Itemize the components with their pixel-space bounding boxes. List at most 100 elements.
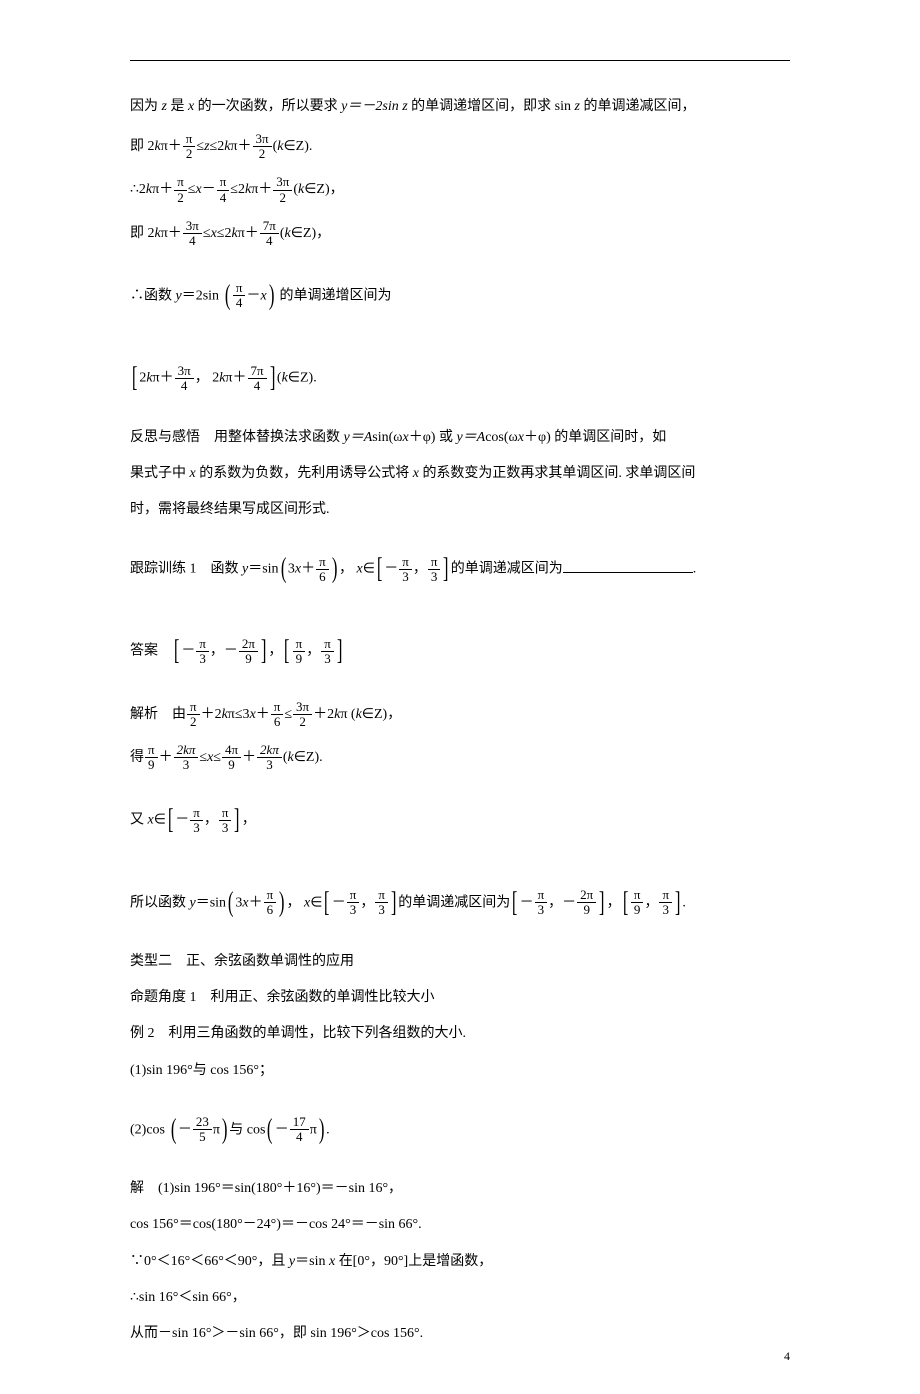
text: ∴函数 — [130, 288, 176, 303]
body-line: 果式子中 x 的系数为负数，先利用诱导公式将 x 的系数变为正数再求其单调区间.… — [130, 458, 790, 490]
text: ≤ — [213, 750, 221, 765]
text: π＋ — [161, 139, 182, 154]
body-line: 时，需将最终结果写成区间形式. — [130, 494, 790, 526]
fraction: π3 — [399, 555, 412, 585]
den: 5 — [193, 1130, 212, 1144]
text: － — [224, 644, 238, 659]
body-line: (2)cos －235π与 cos－174π. — [130, 1091, 790, 1169]
fraction: 2kπ3 — [174, 743, 199, 773]
text: ≤ — [196, 139, 204, 154]
text: ＋φ) 或 — [409, 430, 457, 445]
num: π — [190, 806, 203, 821]
text: 例 2 利用三角函数的单调性，比较下列各组数的大小. — [130, 1026, 466, 1041]
bracket-icon — [389, 895, 398, 910]
text: ， — [268, 644, 282, 659]
bracket-icon — [130, 371, 139, 386]
body-line: (1)sin 196°与 cos 156°； — [130, 1055, 790, 1087]
text: π＋ — [225, 371, 246, 386]
body-line: 答案 －π3，－2π9，π9，π3 — [130, 612, 790, 690]
text: ＝sin — [248, 562, 278, 577]
fraction: 235 — [193, 1115, 212, 1145]
body-line: ∴2kπ＋π2≤x－π4≤2kπ＋3π2(k∈Z)， — [130, 170, 790, 209]
fraction: π6 — [316, 555, 329, 585]
fraction: π3 — [535, 888, 548, 918]
text: ＋ — [249, 895, 263, 910]
text: 因为 — [130, 99, 162, 114]
text: 的单调递增区间，即求 sin — [408, 99, 575, 114]
text: 所以函数 — [130, 895, 190, 910]
text: cos 156°＝cos(180°－24°)＝－cos 24°＝－sin 66°… — [130, 1217, 422, 1232]
num: 2kπ — [174, 743, 199, 758]
den: 6 — [271, 715, 284, 729]
num: π — [535, 888, 548, 903]
den: 9 — [145, 758, 158, 772]
text: 反思与感悟 用整体替换法求函数 — [130, 430, 344, 445]
text: (1)sin 196°与 cos 156°； — [130, 1063, 273, 1078]
paren-icon — [223, 288, 232, 303]
body-line: ∴函数 y＝2sin π4－x 的单调递增区间为 — [130, 257, 790, 335]
text: ≤ — [199, 750, 207, 765]
text: － — [384, 562, 398, 577]
fraction: 3π2 — [273, 175, 292, 205]
paren-icon — [220, 1122, 229, 1137]
text: ， — [644, 895, 658, 910]
body-line: 即 2kπ＋3π4≤x≤2kπ＋7π4(k∈Z)， — [130, 214, 790, 253]
bracket-icon — [172, 644, 181, 659]
text: ， — [195, 371, 209, 386]
den: 9 — [222, 758, 241, 772]
text: ， — [210, 644, 224, 659]
text: 又 — [130, 813, 148, 828]
num: π — [183, 132, 196, 147]
num: π — [217, 175, 230, 190]
text: ∈ — [154, 813, 166, 828]
body-line: 即 2kπ＋π2≤z≤2kπ＋3π2(k∈Z). — [130, 127, 790, 166]
text: 与 cos — [229, 1122, 265, 1137]
text: ∈Z)， — [291, 226, 330, 241]
text: 在[0°，90°]上是增函数， — [335, 1254, 492, 1269]
body-line: 解析 由π2＋2kπ≤3x＋π6≤3π2＋2kπ (k∈Z)， — [130, 695, 790, 734]
fraction: π3 — [190, 806, 203, 836]
bracket-icon — [322, 895, 331, 910]
text: ＋φ) 的单调区间时，如 — [524, 430, 666, 445]
page: 因为 z 是 x 的一次函数，所以要求 y＝－2sin z 的单调递增区间，即求… — [0, 0, 920, 1394]
den: 2 — [187, 715, 200, 729]
text: 解 (1)sin 196°＝sin(180°＋16°)＝－sin 16°， — [130, 1181, 402, 1196]
num: 2π — [577, 888, 596, 903]
num: 7π — [260, 219, 279, 234]
text: － — [175, 813, 189, 828]
den: 4 — [260, 234, 279, 248]
bracket-icon — [375, 562, 384, 577]
den: 3 — [535, 903, 548, 917]
text: ， — [242, 813, 256, 828]
var: x — [353, 562, 363, 577]
paren-icon — [169, 1122, 178, 1137]
den: 3 — [428, 570, 441, 584]
text: ， — [360, 895, 374, 910]
paren-icon — [277, 895, 286, 910]
text: ∈ — [363, 562, 375, 577]
body-line: 所以函数 y＝sin3x＋π6， x∈－π3，π3的单调递减区间为－π3，－2π… — [130, 864, 790, 942]
fraction: π3 — [321, 637, 334, 667]
text: ＝sin — [295, 1254, 329, 1269]
den: 3 — [399, 570, 412, 584]
fraction: π3 — [375, 888, 388, 918]
fraction: π9 — [631, 888, 644, 918]
num: 3π — [293, 700, 312, 715]
body-line: 从而－sin 16°＞－sin 66°，即 sin 196°＞cos 156°. — [130, 1318, 790, 1350]
fraction: 7π4 — [260, 219, 279, 249]
den: 4 — [290, 1130, 309, 1144]
text: sin(ω — [372, 430, 402, 445]
paren-icon — [265, 1122, 274, 1137]
text: 得 — [130, 750, 144, 765]
text: ＋2 — [201, 707, 222, 722]
text: 3 — [288, 562, 295, 577]
text: ∈Z)， — [304, 182, 343, 197]
num: π — [631, 888, 644, 903]
fraction: π3 — [428, 555, 441, 585]
text: ＋2 — [313, 707, 334, 722]
text: π＋ — [161, 226, 182, 241]
var: x — [301, 895, 311, 910]
expr: y＝－2sin z — [341, 99, 408, 114]
text: ， — [306, 644, 320, 659]
page-number: 4 — [784, 1349, 790, 1364]
